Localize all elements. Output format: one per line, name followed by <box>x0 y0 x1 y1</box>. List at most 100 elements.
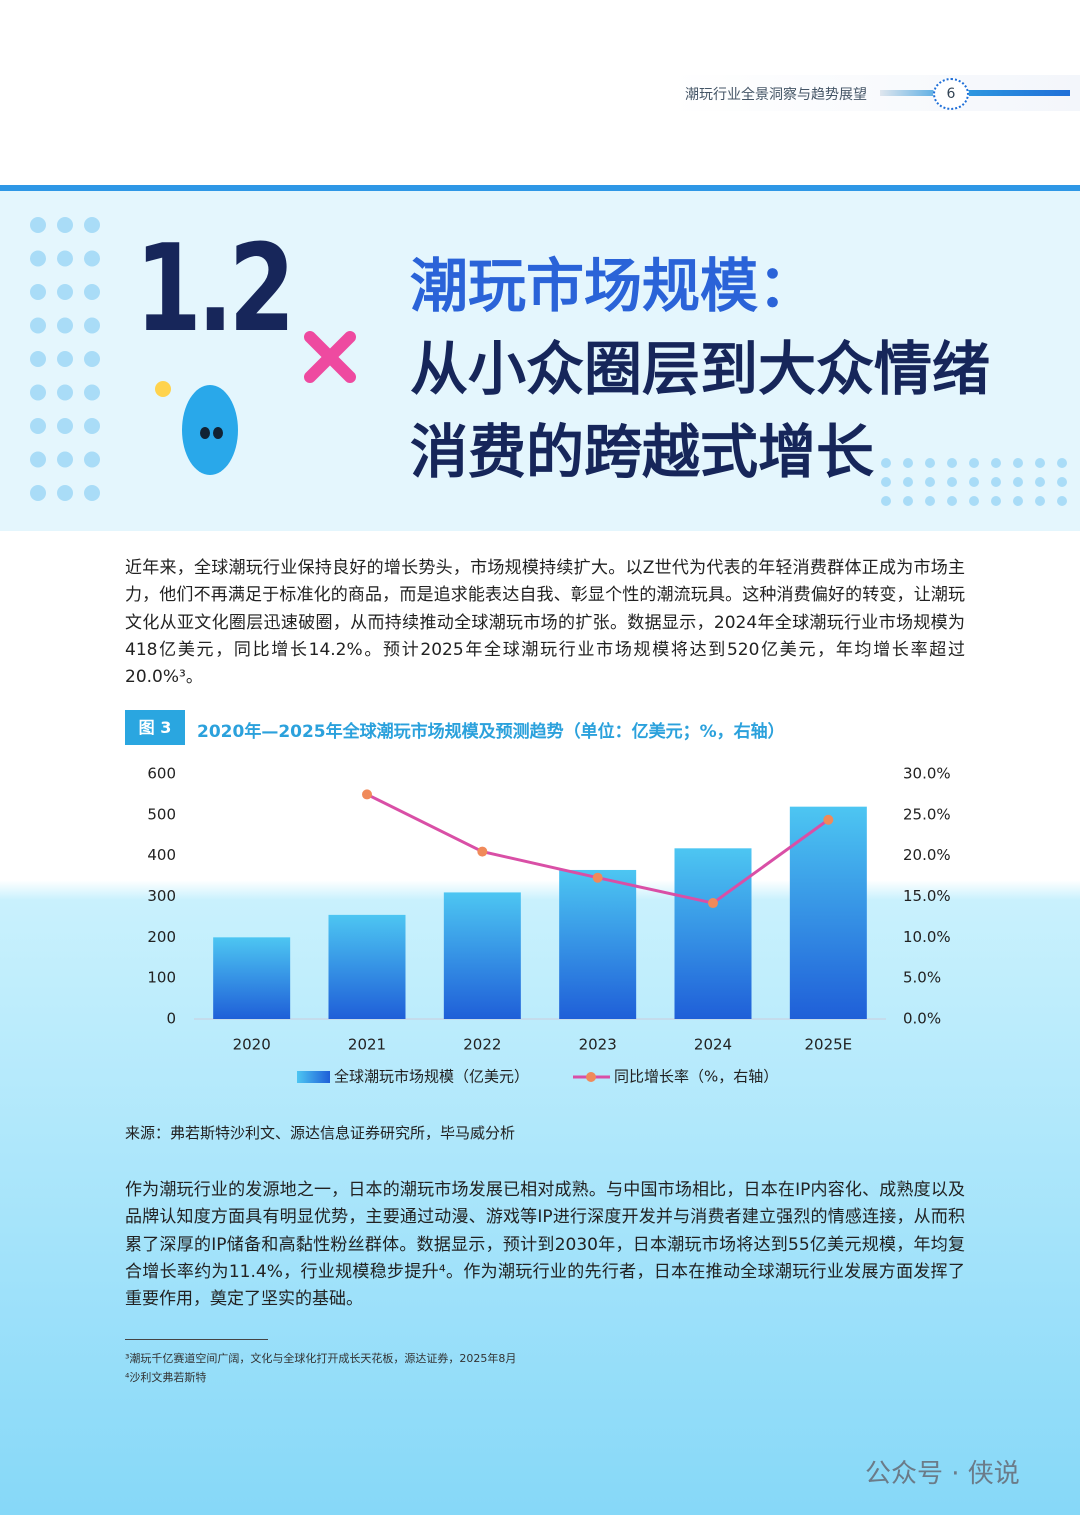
dot <box>925 496 935 506</box>
dot <box>30 451 46 468</box>
dot <box>30 250 46 267</box>
dot <box>969 477 979 487</box>
dot <box>57 384 73 401</box>
point <box>823 814 834 825</box>
y-tick-label: 500 <box>147 805 176 823</box>
dot <box>57 418 73 434</box>
dot <box>84 384 100 401</box>
point <box>708 898 718 909</box>
x-tick-label: 2023 <box>579 1036 617 1054</box>
watermark: 公众号 · 侠说 <box>865 1459 1020 1489</box>
dot <box>30 284 46 300</box>
dot <box>84 317 100 334</box>
intro-paragraph: 近年来，全球潮玩行业保持良好的增长势头，市场规模持续扩大。以Z世代为代表的年轻消… <box>125 558 965 688</box>
page-number: 6 <box>933 78 969 110</box>
dot <box>84 250 100 267</box>
dot <box>1013 477 1023 487</box>
x-tick-label: 2024 <box>694 1036 732 1054</box>
bar <box>674 848 752 1019</box>
dot <box>84 217 100 233</box>
dot <box>903 477 913 487</box>
legend-label: 全球潮玩市场规模（亿美元） <box>334 1068 529 1086</box>
y2-tick-label: 0.0% <box>903 1010 941 1028</box>
legend-swatch <box>297 1071 330 1083</box>
dot <box>903 496 913 506</box>
x-tick-label: 2025E <box>805 1036 853 1054</box>
dot <box>30 384 46 401</box>
dot <box>84 284 100 300</box>
dot <box>57 451 73 468</box>
dot <box>57 351 73 367</box>
dot <box>84 351 100 367</box>
legend-swatch <box>586 1072 596 1082</box>
mascot-body <box>182 385 238 475</box>
source: 来源：弗若斯特沙利文、源达信息证券研究所，毕马威分析 <box>125 1124 516 1142</box>
dot <box>84 418 100 434</box>
dot <box>969 496 979 506</box>
dot <box>57 317 73 334</box>
dot <box>57 217 73 233</box>
dot <box>881 477 891 487</box>
header-title: 潮玩行业全景洞察与趋势展望 <box>685 87 867 103</box>
header-line <box>880 90 1070 96</box>
y2-tick-label: 10.0% <box>903 928 951 946</box>
y2-tick-label: 15.0% <box>903 887 951 905</box>
y2-tick-label: 5.0% <box>903 969 941 987</box>
footnote: ⁴沙利文弗若斯特 <box>125 1371 207 1384</box>
y2-tick-label: 25.0% <box>903 805 951 823</box>
dot <box>30 317 46 334</box>
dot <box>881 496 891 506</box>
footnote: ³潮玩千亿赛道空间广阔，文化与全球化打开成长天花板，源达证券，2025年8月 <box>125 1352 517 1365</box>
dot <box>1013 496 1023 506</box>
section-number: 1.2 <box>135 220 295 359</box>
dot <box>991 477 1001 487</box>
title-line: 消费的跨越式增长 <box>410 418 875 486</box>
y2-tick-label: 20.0% <box>903 846 951 864</box>
y-tick-label: 0 <box>166 1010 176 1028</box>
x-tick-label: 2021 <box>348 1036 386 1054</box>
dot <box>1035 477 1045 487</box>
dot <box>969 458 979 468</box>
mascot-eye <box>213 427 223 439</box>
dot <box>991 496 1001 506</box>
bar <box>559 869 637 1019</box>
bar <box>443 892 521 1019</box>
point <box>592 872 603 883</box>
bar <box>213 937 291 1019</box>
cross <box>304 331 356 383</box>
figure-title: 2020年—2025年全球潮玩市场规模及预测趋势（单位：亿美元；%，右轴） <box>197 722 785 742</box>
point <box>477 846 488 857</box>
bar <box>328 914 406 1019</box>
decoration <box>30 217 1067 506</box>
dot <box>947 496 957 506</box>
dot <box>925 458 935 468</box>
dot <box>881 458 891 468</box>
dot <box>30 217 46 233</box>
bulb <box>155 381 171 397</box>
dot <box>1035 496 1045 506</box>
dot <box>1057 477 1067 487</box>
dot <box>925 477 935 487</box>
dot <box>991 458 1001 468</box>
dot <box>84 485 100 501</box>
dot <box>1057 496 1067 506</box>
title-line: 潮玩市场规模： <box>410 252 817 320</box>
y2-tick-label: 30.0% <box>903 765 951 783</box>
dot <box>1035 458 1045 468</box>
y-tick-label: 400 <box>147 846 176 864</box>
dot <box>57 250 73 267</box>
dot <box>903 458 913 468</box>
dot <box>1013 458 1023 468</box>
dot <box>30 418 46 434</box>
dot <box>84 451 100 468</box>
y-tick-label: 200 <box>147 928 176 946</box>
y-tick-label: 300 <box>147 887 176 905</box>
bar <box>789 806 867 1019</box>
y-tick-label: 100 <box>147 969 176 987</box>
hero-band <box>0 185 1080 531</box>
dot <box>947 477 957 487</box>
footnote-rule <box>125 1339 268 1340</box>
x-tick-label: 2020 <box>233 1036 271 1054</box>
figure-label: 图 3 <box>125 710 185 745</box>
